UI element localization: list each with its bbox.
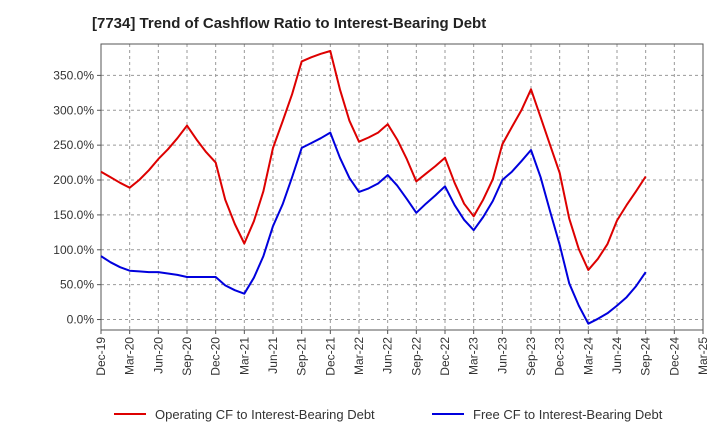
x-tick-label: Mar-21: [237, 337, 251, 375]
x-tick-label: Dec-23: [553, 337, 567, 376]
x-tick-label: Mar-25: [696, 337, 710, 375]
x-tick-label: Jun-21: [266, 337, 280, 374]
plot-border: [100, 43, 704, 331]
y-tick-label: 300.0%: [53, 103, 94, 117]
series-line-operating-cf: [100, 50, 647, 271]
y-tick-label: 200.0%: [53, 173, 94, 187]
x-tick-label: Sep-23: [524, 337, 538, 376]
x-tick-label: Sep-20: [180, 337, 194, 376]
x-tick-label: Dec-19: [94, 337, 108, 376]
x-tick-label: Jun-22: [381, 337, 395, 374]
y-tick-label: 150.0%: [53, 208, 94, 222]
x-tick-label: Dec-24: [667, 337, 681, 376]
x-tick-label: Dec-22: [438, 337, 452, 376]
series-line-free-cf: [100, 131, 647, 325]
y-tick-label: 0.0%: [67, 313, 95, 327]
x-tick-label: Jun-23: [495, 337, 509, 374]
x-tick-label: Sep-21: [295, 337, 309, 376]
x-tick-label: Sep-24: [639, 337, 653, 376]
x-tick-label: Jun-20: [151, 337, 165, 374]
y-tick-label: 100.0%: [53, 243, 94, 257]
y-tick-label: 50.0%: [60, 278, 94, 292]
y-tick-label: 350.0%: [53, 68, 94, 82]
plot-area: [101, 44, 703, 330]
x-tick-label: Jun-24: [610, 337, 624, 374]
legend-label: Free CF to Interest-Bearing Debt: [473, 407, 663, 422]
y-tick-label: 250.0%: [53, 138, 94, 152]
x-tick-label: Mar-22: [352, 337, 366, 375]
chart-title: [7734] Trend of Cashflow Ratio to Intere…: [92, 15, 487, 32]
legend-label: Operating CF to Interest-Bearing Debt: [155, 407, 375, 422]
x-tick-label: Mar-23: [467, 337, 481, 375]
x-tick-label: Mar-20: [123, 337, 137, 375]
x-tick-label: Dec-21: [323, 337, 337, 376]
x-tick-label: Sep-22: [409, 337, 423, 376]
x-tick-label: Dec-20: [209, 337, 223, 376]
x-tick-label: Mar-24: [581, 337, 595, 375]
